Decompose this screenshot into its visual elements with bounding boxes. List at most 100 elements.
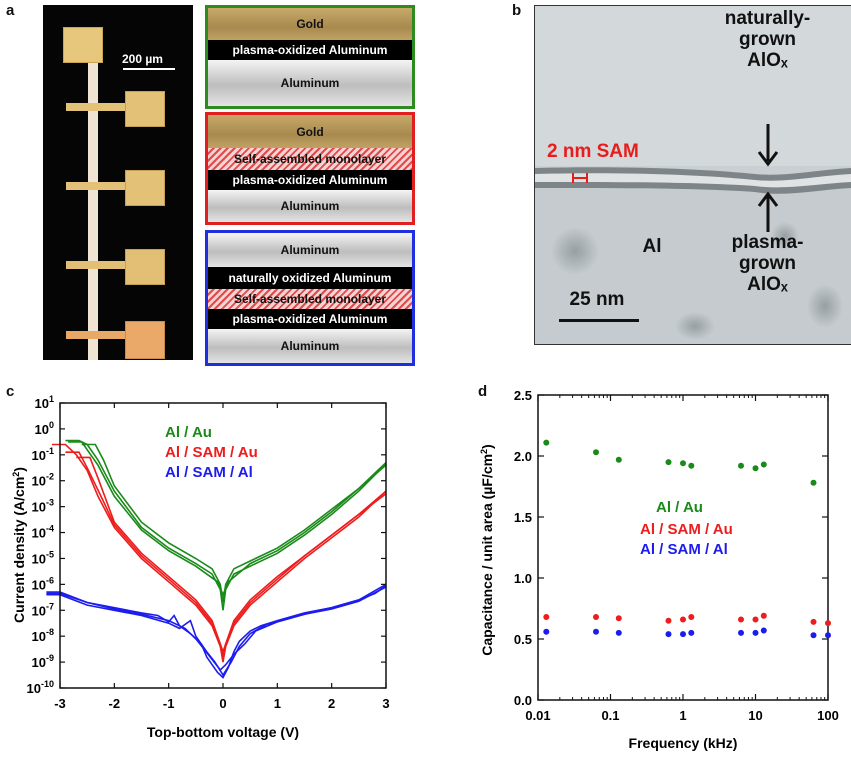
sam-thickness-label: 2 nm SAM	[547, 141, 639, 162]
electrode-finger	[66, 182, 126, 190]
plasma-oxide-label: plasma- grown AlOₓ	[731, 232, 804, 295]
data-point	[760, 627, 767, 634]
stack-al-sam-al: Aluminum naturally oxidized Aluminum Sel…	[205, 230, 415, 366]
data-point	[543, 628, 550, 635]
data-point	[688, 629, 695, 636]
data-point	[810, 632, 817, 639]
layer-sam: Self-assembled monolayer	[208, 148, 412, 170]
data-point	[752, 465, 759, 472]
tem-micrograph: 2 nm SAM Al naturally- grown AlOₓ plasma…	[534, 5, 851, 345]
legend-al-sam-al: Al / SAM / Al	[640, 541, 728, 558]
x-tick-label: 0.01	[525, 708, 550, 723]
data-point	[615, 615, 622, 622]
data-point	[543, 439, 550, 446]
legend-al-sam-al: Al / SAM / Al	[165, 464, 253, 481]
x-tick-label: 10	[748, 708, 762, 723]
stack-al-au: Gold plasma-oxidized Aluminum Aluminum	[205, 5, 415, 109]
data-point	[543, 614, 550, 620]
data-point	[665, 617, 672, 624]
scale-bar-label: 200 µm	[122, 52, 163, 66]
data-point	[738, 629, 744, 636]
series-curve	[51, 443, 387, 663]
data-point	[680, 631, 686, 638]
tem-scale-label: 25 nm	[569, 289, 625, 310]
electrode-pad	[125, 91, 165, 127]
panel-label-b: b	[512, 2, 522, 19]
x-tick-label: 0.1	[601, 708, 619, 723]
y-tick-label: 10-3	[32, 498, 54, 515]
data-point	[615, 456, 622, 463]
layer-plasma-oxide: plasma-oxidized Aluminum	[208, 170, 412, 190]
y-tick-label: 10-7	[32, 601, 54, 618]
legend-al-sam-au: Al / SAM / Au	[640, 521, 733, 538]
data-point	[593, 449, 599, 456]
x-tick-label: 1	[274, 696, 281, 711]
layer-aluminum: Aluminum	[208, 329, 412, 363]
data-point	[680, 460, 686, 467]
y-tick-label: 2.0	[514, 449, 532, 464]
y-tick-label: 10-1	[32, 446, 54, 463]
tem-scale-bar	[559, 319, 639, 322]
y-tick-label: 10-5	[32, 549, 54, 566]
y-tick-label: 2.5	[514, 388, 532, 403]
x-tick-label: 3	[382, 696, 389, 711]
x-tick-label: -1	[163, 696, 175, 711]
data-point	[752, 616, 759, 623]
legend-al-sam-au: Al / SAM / Au	[165, 444, 258, 461]
y-tick-label: 10-2	[32, 472, 54, 489]
data-point	[825, 632, 831, 639]
data-point	[615, 629, 622, 636]
data-point	[665, 631, 672, 638]
data-point	[760, 612, 767, 619]
y-tick-label: 10-9	[32, 653, 54, 670]
y-tick-label: 100	[35, 420, 54, 437]
y-axis-label: Capacitance / unit area (µF/cm2)	[479, 444, 495, 655]
electrode-pad	[125, 321, 165, 359]
data-point	[810, 479, 817, 486]
layer-sam: Self-assembled monolayer	[208, 289, 412, 309]
data-point	[738, 462, 744, 469]
y-tick-label: 101	[35, 394, 54, 411]
series-curve	[68, 441, 387, 597]
device-micrograph: 200 µm	[43, 5, 193, 360]
layer-natural-oxide: naturally oxidized Aluminum	[208, 267, 412, 289]
electrode-pad	[125, 170, 165, 206]
x-axis-label: Top-bottom voltage (V)	[147, 724, 299, 740]
panel-label-c: c	[6, 383, 15, 400]
layer-aluminum: Aluminum	[208, 233, 412, 267]
electrode-finger	[66, 331, 126, 339]
legend-al-au: Al / Au	[656, 499, 703, 516]
y-tick-label: 1.0	[514, 571, 532, 586]
sam-thickness-marker	[572, 173, 588, 183]
y-tick-label: 0.0	[514, 693, 532, 708]
oxide-arrows	[757, 124, 779, 232]
y-tick-label: 10-6	[32, 575, 54, 592]
panel-label-a: a	[6, 2, 15, 19]
y-tick-label: 10-4	[32, 524, 54, 541]
x-tick-label: 2	[328, 696, 335, 711]
layer-gold: Gold	[208, 8, 412, 40]
y-tick-label: 10-10	[27, 679, 54, 696]
data-point	[810, 618, 817, 625]
series-curve	[46, 583, 387, 672]
stack-al-sam-au: Gold Self-assembled monolayer plasma-oxi…	[205, 112, 415, 225]
legend-al-au: Al / Au	[165, 424, 212, 441]
data-point	[688, 614, 695, 620]
panel-label-d: d	[478, 383, 488, 400]
y-axis-label: Current density (A/cm2)	[11, 467, 27, 623]
x-tick-label: 0	[219, 696, 226, 711]
electrode-pad	[125, 249, 165, 285]
tem-texture	[535, 6, 851, 344]
scale-bar	[123, 68, 175, 70]
chart-current-density: -3 -2 -1 0 1 2 3 10-10 10-9 10-8 10-7 10-6 10-5 10-4 1…	[11, 394, 390, 740]
contact-pad	[63, 27, 103, 63]
data-point	[688, 462, 695, 469]
y-tick-label: 0.5	[514, 632, 532, 647]
data-point	[738, 616, 744, 623]
x-tick-label: 1	[679, 708, 686, 723]
layer-aluminum: Aluminum	[208, 190, 412, 222]
data-point	[593, 628, 599, 635]
series-curve	[46, 585, 387, 679]
x-tick-label: -2	[109, 696, 121, 711]
data-point	[680, 616, 686, 623]
